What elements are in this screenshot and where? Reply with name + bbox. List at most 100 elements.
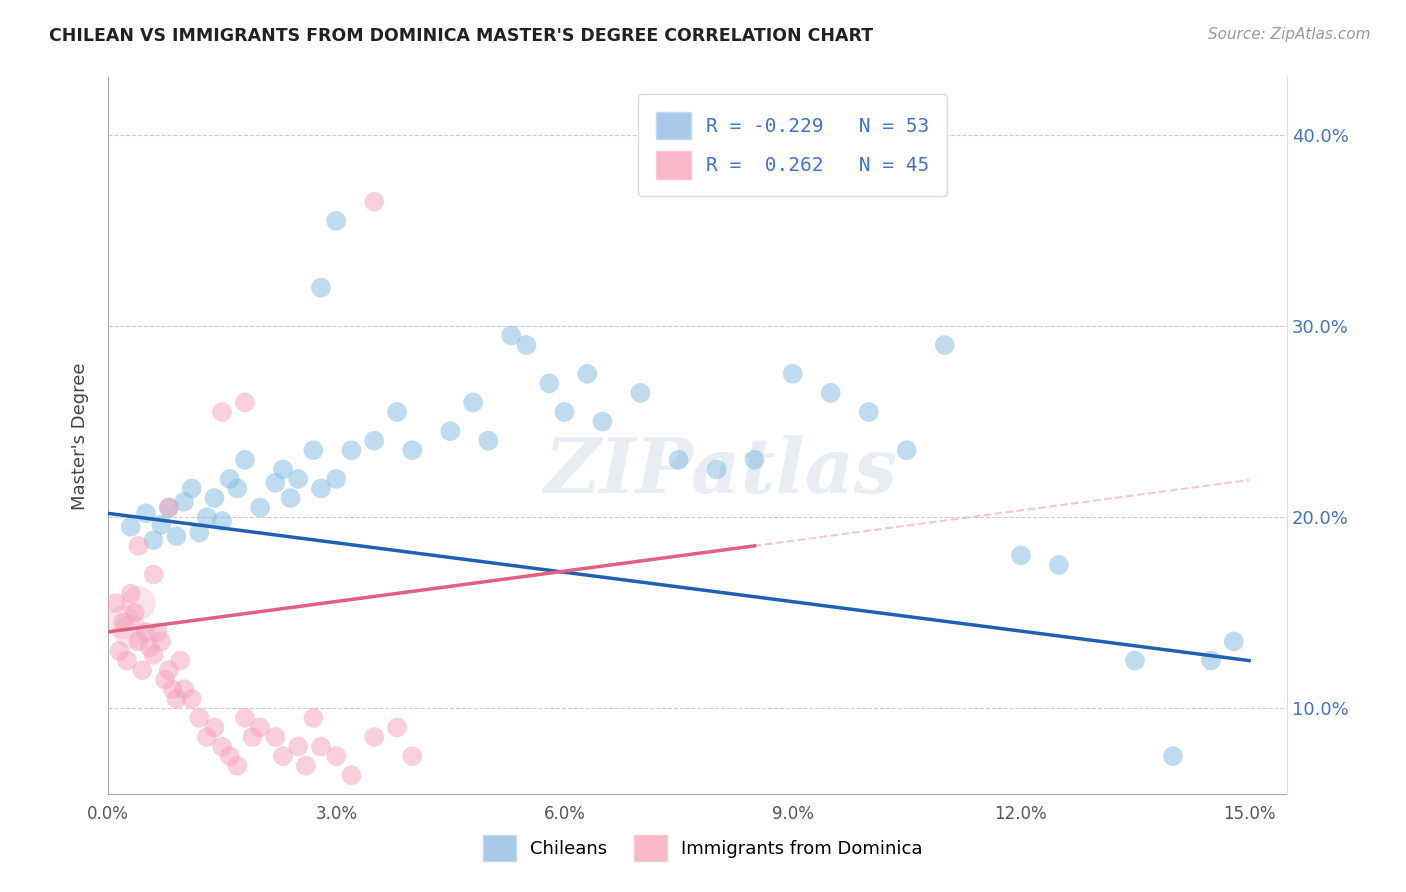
- Point: [162, 682, 184, 697]
- Point: [287, 472, 309, 486]
- Point: [576, 367, 599, 381]
- Point: [363, 730, 385, 744]
- Point: [309, 281, 332, 295]
- Point: [127, 596, 149, 610]
- Text: CHILEAN VS IMMIGRANTS FROM DOMINICA MASTER'S DEGREE CORRELATION CHART: CHILEAN VS IMMIGRANTS FROM DOMINICA MAST…: [49, 27, 873, 45]
- Point: [515, 338, 537, 352]
- Point: [218, 472, 240, 486]
- Point: [1161, 749, 1184, 764]
- Point: [195, 730, 218, 744]
- Point: [226, 758, 249, 772]
- Point: [477, 434, 499, 448]
- Point: [302, 711, 325, 725]
- Point: [401, 443, 423, 458]
- Point: [271, 462, 294, 476]
- Point: [233, 452, 256, 467]
- Point: [1223, 634, 1246, 648]
- Point: [169, 654, 191, 668]
- Point: [146, 624, 169, 639]
- Point: [120, 624, 142, 639]
- Point: [553, 405, 575, 419]
- Y-axis label: Master's Degree: Master's Degree: [72, 362, 89, 509]
- Point: [1199, 654, 1222, 668]
- Point: [264, 730, 287, 744]
- Point: [858, 405, 880, 419]
- Point: [325, 472, 347, 486]
- Point: [195, 510, 218, 524]
- Point: [180, 691, 202, 706]
- Point: [287, 739, 309, 754]
- Point: [150, 634, 173, 648]
- Point: [1123, 654, 1146, 668]
- Point: [180, 482, 202, 496]
- Point: [1010, 549, 1032, 563]
- Point: [363, 434, 385, 448]
- Point: [135, 506, 157, 520]
- Point: [242, 730, 264, 744]
- Point: [204, 491, 226, 505]
- Point: [226, 482, 249, 496]
- Point: [112, 615, 135, 630]
- Point: [153, 673, 176, 687]
- Point: [385, 405, 408, 419]
- Point: [340, 768, 363, 782]
- Point: [325, 214, 347, 228]
- Point: [157, 663, 180, 677]
- Point: [139, 640, 162, 655]
- Point: [131, 663, 153, 677]
- Point: [135, 624, 157, 639]
- Point: [309, 482, 332, 496]
- Point: [264, 475, 287, 490]
- Point: [249, 721, 271, 735]
- Point: [166, 529, 188, 543]
- Point: [142, 533, 165, 547]
- Point: [127, 634, 149, 648]
- Point: [1047, 558, 1070, 572]
- Point: [211, 405, 233, 419]
- Point: [706, 462, 728, 476]
- Point: [211, 739, 233, 754]
- Point: [385, 721, 408, 735]
- Point: [501, 328, 523, 343]
- Point: [115, 654, 138, 668]
- Point: [463, 395, 485, 409]
- Point: [120, 519, 142, 533]
- Point: [538, 376, 561, 391]
- Point: [325, 749, 347, 764]
- Point: [439, 424, 461, 438]
- Point: [294, 758, 316, 772]
- Point: [108, 644, 131, 658]
- Point: [166, 691, 188, 706]
- Point: [211, 514, 233, 528]
- Point: [188, 525, 211, 540]
- Point: [896, 443, 918, 458]
- Point: [280, 491, 302, 505]
- Point: [204, 721, 226, 735]
- Point: [302, 443, 325, 458]
- Point: [120, 587, 142, 601]
- Point: [401, 749, 423, 764]
- Point: [782, 367, 804, 381]
- Point: [218, 749, 240, 764]
- Text: Source: ZipAtlas.com: Source: ZipAtlas.com: [1208, 27, 1371, 42]
- Point: [820, 385, 842, 400]
- Point: [150, 517, 173, 532]
- Point: [744, 452, 766, 467]
- Point: [363, 194, 385, 209]
- Point: [630, 385, 652, 400]
- Point: [127, 539, 149, 553]
- Point: [934, 338, 956, 352]
- Point: [591, 415, 613, 429]
- Point: [142, 648, 165, 662]
- Point: [340, 443, 363, 458]
- Legend: Chileans, Immigrants from Dominica: Chileans, Immigrants from Dominica: [474, 826, 932, 870]
- Point: [271, 749, 294, 764]
- Legend: R = -0.229   N = 53, R =  0.262   N = 45: R = -0.229 N = 53, R = 0.262 N = 45: [638, 95, 948, 196]
- Point: [233, 711, 256, 725]
- Point: [157, 500, 180, 515]
- Point: [124, 606, 146, 620]
- Point: [142, 567, 165, 582]
- Text: ZIPatlas: ZIPatlas: [544, 434, 897, 508]
- Point: [668, 452, 690, 467]
- Point: [104, 596, 127, 610]
